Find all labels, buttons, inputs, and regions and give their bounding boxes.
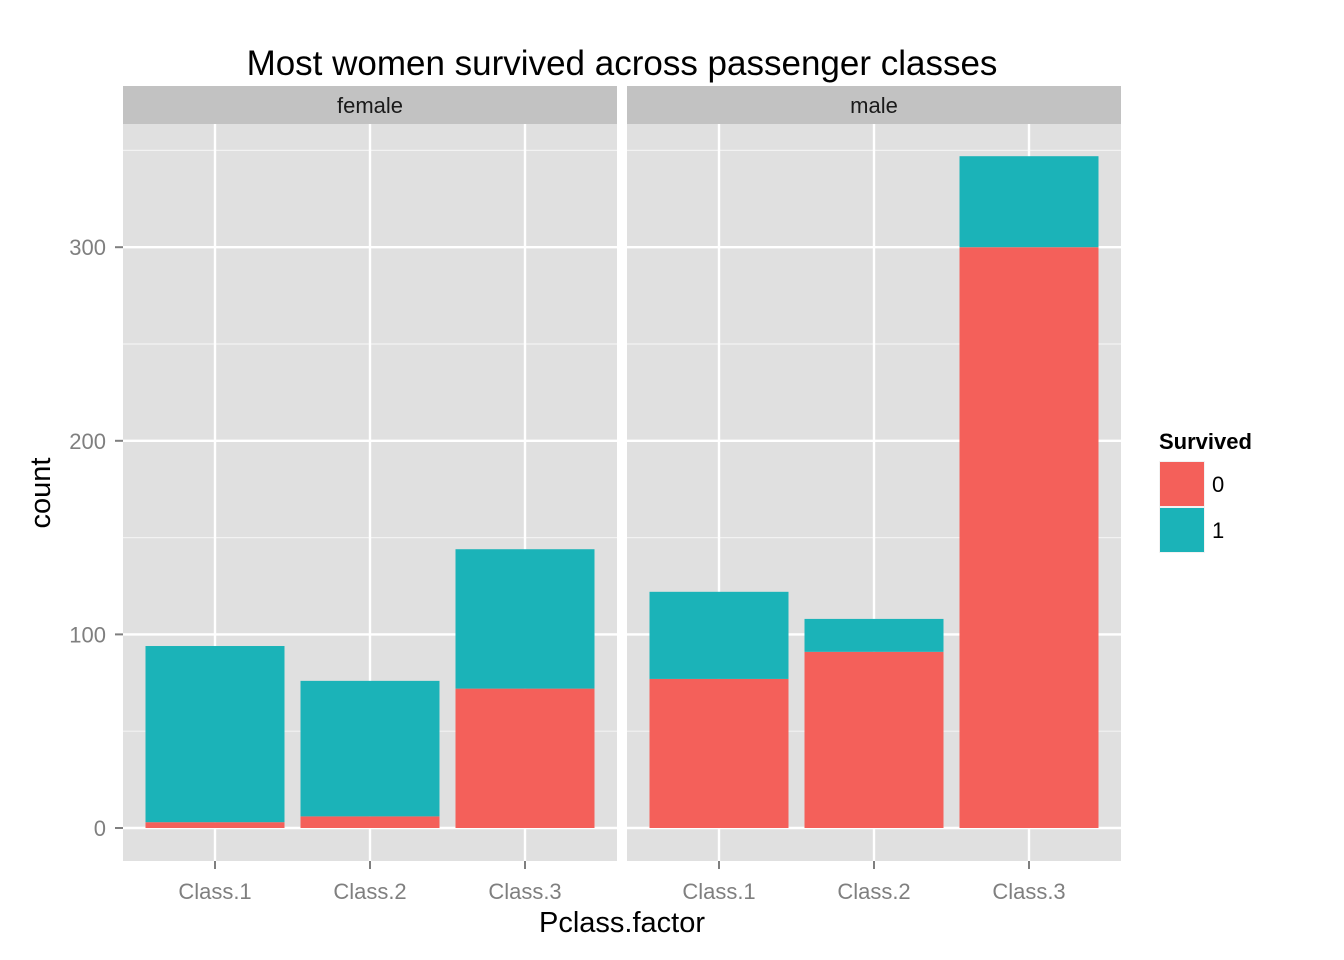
bar-male-Class.3-survived-0 [959,247,1099,828]
x-tick-label: Class.2 [333,879,406,904]
bar-female-Class.1-survived-0 [145,822,285,828]
x-tick-label: Class.3 [992,879,1065,904]
facet-panels: female Class.1 Class.2 Class.3 male Class.1 Cl… [123,86,1121,904]
x-tick-label: Class.1 [682,879,755,904]
y-tick-label: 300 [69,235,106,260]
bar-female-Class.3-survived-0 [455,688,595,828]
y-axis: 0 100 200 300 [69,235,123,841]
facet-strip-label: male [850,93,898,118]
x-axis-label: Pclass.factor [539,907,705,939]
facet-strip [627,86,1121,124]
legend: Survived 0 1 [1159,429,1252,553]
bar-male-Class.1-survived-1 [649,591,789,679]
y-tick-label: 0 [94,816,106,841]
facet-strip-label: female [337,93,403,118]
legend-swatch-0 [1160,462,1204,506]
facet-female: female Class.1 Class.2 Class.3 [123,86,617,904]
bar-male-Class.2-survived-1 [804,618,944,652]
bar-female-Class.1-survived-1 [145,646,285,823]
bar-female-Class.3-survived-1 [455,549,595,689]
bar-female-Class.2-survived-1 [300,680,440,817]
legend-swatch-1 [1160,508,1204,552]
x-tick-label: Class.1 [178,879,251,904]
x-tick-label: Class.2 [837,879,910,904]
y-tick-label: 100 [69,622,106,647]
facet-strip [123,86,617,124]
bar-male-Class.2-survived-0 [804,651,944,828]
legend-title: Survived [1159,429,1252,454]
facet-male: male Class.1 Class.2 Class.3 [627,86,1121,904]
x-tick-label: Class.3 [488,879,561,904]
bar-male-Class.3-survived-1 [959,156,1099,248]
bar-female-Class.2-survived-0 [300,816,440,828]
y-axis-label: count [25,458,57,529]
legend-label-0: 0 [1212,472,1224,497]
chart-title: Most women survived across passenger cla… [247,44,998,83]
y-tick-label: 200 [69,429,106,454]
legend-label-1: 1 [1212,518,1224,543]
bar-male-Class.1-survived-0 [649,678,789,828]
